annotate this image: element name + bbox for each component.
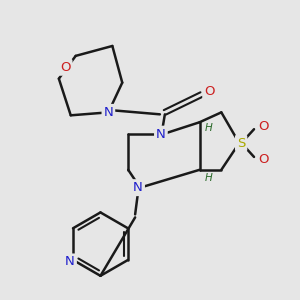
Text: N: N (65, 256, 75, 268)
Text: O: O (204, 85, 215, 98)
Text: O: O (259, 153, 269, 167)
Text: H: H (205, 173, 212, 183)
Text: N: N (156, 128, 166, 141)
Text: N: N (103, 106, 113, 119)
Text: O: O (60, 61, 70, 74)
Text: S: S (237, 136, 245, 150)
Text: H: H (205, 123, 212, 133)
Text: N: N (133, 181, 143, 194)
Text: O: O (259, 120, 269, 133)
